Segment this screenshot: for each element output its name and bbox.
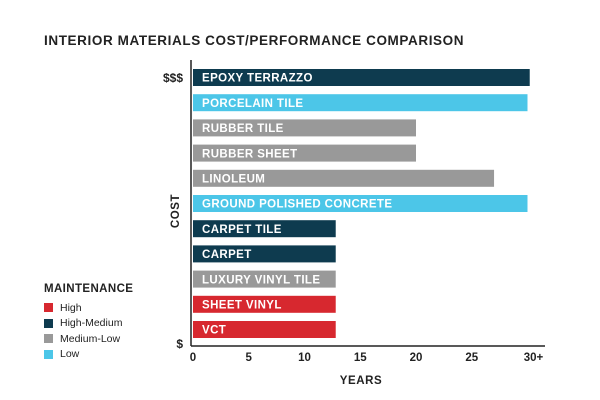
legend-swatch bbox=[44, 303, 53, 313]
x-tick-label: 20 bbox=[410, 352, 423, 364]
bar-sheet-vinyl bbox=[193, 295, 336, 313]
bar-label-carpet-tile: CARPET TILE bbox=[202, 224, 282, 236]
bar-label-rubber-tile: RUBBER TILE bbox=[202, 123, 284, 135]
legend-label: Medium-Low bbox=[60, 332, 121, 345]
bar-rubber-tile bbox=[193, 119, 416, 137]
bar-linoleum bbox=[193, 169, 495, 187]
legend-swatch bbox=[44, 349, 53, 359]
legend-label: High bbox=[60, 301, 82, 314]
x-tick-label: 10 bbox=[298, 352, 311, 364]
x-tick-label: 5 bbox=[246, 352, 253, 364]
legend-item-high: High bbox=[44, 300, 133, 316]
bar-label-porcelain-tile: PORCELAIN TILE bbox=[202, 98, 303, 110]
bar-ground-polished-concrete bbox=[193, 195, 528, 212]
bar-label-sheet-vinyl: SHEET VINYL bbox=[202, 300, 282, 312]
bar-carpet-tile bbox=[193, 220, 336, 238]
bar-luxury-vinyl-tile bbox=[193, 270, 336, 288]
bar-label-epoxy-terrazzo: EPOXY TERRAZZO bbox=[202, 73, 313, 85]
bar-label-vct: VCT bbox=[202, 325, 226, 337]
bar-rubber-sheet bbox=[193, 144, 416, 162]
bar-label-luxury-vinyl-tile: LUXURY VINYL TILE bbox=[202, 274, 320, 286]
x-axis-label: YEARS bbox=[340, 375, 383, 387]
legend: MAINTENANCE High High-Medium Medium-Low Low bbox=[44, 283, 133, 362]
bar-vct bbox=[193, 321, 336, 338]
bar-label-carpet: CARPET bbox=[202, 249, 252, 261]
legend-swatch bbox=[44, 318, 53, 328]
bar-label-rubber-sheet: RUBBER SHEET bbox=[202, 148, 298, 160]
y-bottom-label: $ bbox=[176, 337, 183, 351]
legend-item-low: Low bbox=[44, 347, 133, 363]
chart-title: INTERIOR MATERIALS COST/PERFORMANCE COMP… bbox=[44, 33, 465, 48]
legend-item-medium-low: Medium-Low bbox=[44, 331, 133, 347]
legend-item-high-medium: High-Medium bbox=[44, 316, 133, 332]
bar-epoxy-terrazzo bbox=[193, 69, 530, 86]
legend-title: MAINTENANCE bbox=[44, 283, 134, 295]
x-tick-label: 0 bbox=[190, 352, 196, 364]
legend-label: Low bbox=[60, 348, 80, 361]
y-top-label: $$$ bbox=[163, 71, 183, 85]
bar-label-ground-polished-concrete: GROUND POLISHED CONCRETE bbox=[202, 199, 392, 211]
legend-label: High-Medium bbox=[60, 317, 123, 330]
bar-label-linoleum: LINOLEUM bbox=[202, 174, 265, 186]
x-tick-label: 15 bbox=[354, 352, 367, 364]
y-axis-label: COST bbox=[170, 194, 182, 228]
bar-carpet bbox=[193, 245, 336, 263]
bar-porcelain-tile bbox=[193, 94, 528, 112]
legend-swatch bbox=[44, 334, 53, 344]
x-tick-label: 30+ bbox=[524, 352, 544, 364]
x-tick-label: 25 bbox=[465, 352, 478, 364]
